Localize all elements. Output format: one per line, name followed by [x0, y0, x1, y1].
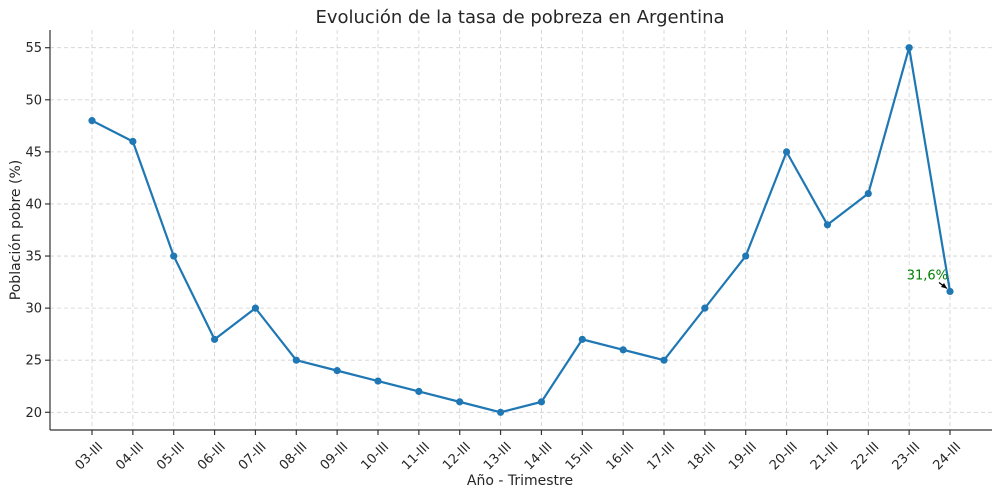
x-tick-label: 04-III — [113, 440, 147, 474]
x-tick-label: 18-III — [685, 440, 719, 474]
series-layer — [88, 44, 954, 416]
data-point — [374, 377, 382, 385]
data-point — [823, 221, 832, 229]
x-tick-label: 21-III — [808, 440, 842, 474]
axes — [49, 30, 992, 431]
annotation-layer: 31,6% — [907, 268, 948, 289]
x-tick-label: 14-III — [522, 440, 556, 474]
x-ticks: 03-III 04-III 05-III 06-III 07-III 08-III 09-I… — [72, 430, 964, 473]
annotation-arrowhead — [941, 282, 947, 289]
x-tick-label: 05-III — [154, 440, 188, 474]
y-tick-label: 40 — [25, 197, 42, 212]
y-tick-label: 45 — [25, 145, 42, 160]
x-tick-label: 10-III — [358, 440, 392, 474]
x-tick-label: 12-III — [440, 440, 474, 474]
x-tick-label: 24-III — [930, 440, 964, 474]
x-tick-label: 03-III — [72, 440, 106, 474]
data-point — [578, 335, 586, 343]
y-tick-label: 30 — [25, 302, 42, 317]
x-tick-label: 07-III — [236, 440, 270, 474]
data-point — [946, 287, 954, 296]
x-tick-label: 13-III — [481, 440, 515, 474]
data-point — [537, 398, 546, 406]
data-point — [129, 137, 137, 146]
grid — [50, 30, 992, 430]
x-tick-label: 23-III — [890, 440, 924, 474]
y-tick-label: 35 — [25, 250, 42, 265]
x-axis-label: Año - Trimestre — [467, 473, 573, 489]
chart-title: Evolución de la tasa de pobreza en Argen… — [315, 7, 724, 28]
y-tick-label: 25 — [25, 354, 42, 369]
data-point — [210, 335, 219, 343]
x-tick-label: 16-III — [604, 440, 638, 474]
data-point — [660, 356, 668, 364]
series-line — [91, 46, 952, 414]
data-point — [701, 304, 709, 312]
data-point — [415, 387, 423, 396]
data-point — [782, 148, 791, 156]
x-tick-label: 15-III — [563, 440, 597, 474]
y-tick-label: 50 — [25, 93, 42, 108]
x-tick-label: 09-III — [318, 440, 352, 474]
y-ticks: 20 25 30 35 40 45 50 55 — [25, 41, 50, 421]
data-point — [456, 398, 464, 406]
data-point — [170, 252, 178, 260]
data-point — [742, 252, 750, 260]
y-tick-label: 55 — [25, 41, 42, 56]
x-tick-label: 06-III — [195, 440, 229, 474]
data-point — [864, 189, 872, 198]
data-point — [496, 408, 505, 416]
data-point — [88, 117, 96, 125]
y-tick-label: 20 — [25, 406, 42, 421]
x-tick-label: 19-III — [726, 440, 760, 474]
data-point — [292, 356, 300, 364]
x-tick-label: 11-III — [399, 440, 433, 474]
x-tick-label: 22-III — [849, 440, 883, 474]
data-point — [251, 304, 260, 312]
data-point — [905, 44, 913, 52]
annotation-label: 31,6% — [907, 268, 948, 283]
y-axis-label: Población pobre (%) — [8, 160, 24, 300]
x-tick-label: 08-III — [277, 440, 311, 474]
data-point — [619, 346, 627, 354]
x-tick-label: 20-III — [767, 440, 801, 474]
data-point — [333, 367, 341, 375]
x-tick-label: 17-III — [644, 440, 678, 474]
